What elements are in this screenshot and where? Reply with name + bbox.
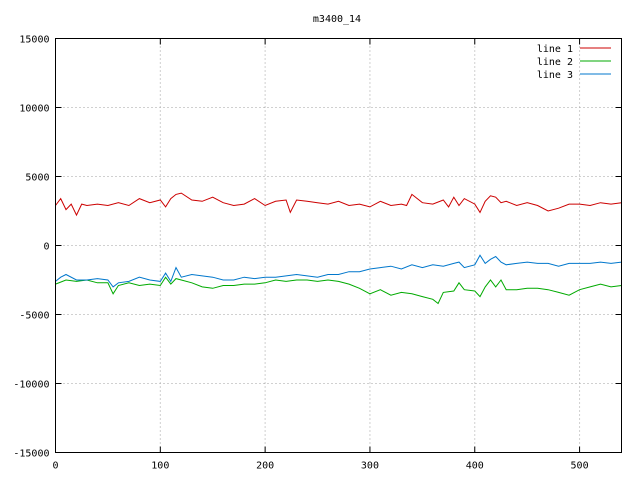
y-tick-label: 10000 [19, 104, 49, 115]
x-tick-label: 0 [52, 461, 58, 472]
x-tick-label: 300 [361, 461, 379, 472]
y-tick-label: -15000 [13, 449, 49, 460]
legend-label: line 3 [537, 70, 573, 81]
y-tick-label: 0 [43, 242, 49, 253]
y-tick-label: 5000 [25, 173, 49, 184]
series-line-2 [55, 276, 622, 305]
y-tick-label: -5000 [19, 311, 49, 322]
x-tick-label: 100 [151, 461, 169, 472]
x-tick-label: 400 [466, 461, 484, 472]
y-tick-label: 15000 [19, 35, 49, 46]
plot-frame [55, 38, 622, 453]
legend-label: line 2 [537, 57, 573, 68]
tick-labels: -15000 -10000 -5000 0 5000 10000 15000 0 100 200 3… [13, 35, 588, 472]
series-line-3 [55, 254, 622, 288]
x-tick-label: 500 [571, 461, 589, 472]
x-tick-label: 200 [256, 461, 274, 472]
grid-lines [55, 38, 622, 453]
series-line-1 [55, 192, 622, 217]
legend: line 1 line 2 line 3 [537, 44, 611, 81]
series-lines [55, 192, 622, 305]
y-tick-label: -10000 [13, 380, 49, 391]
chart-title: m3400_14 [313, 14, 361, 25]
legend-label: line 1 [537, 44, 573, 55]
